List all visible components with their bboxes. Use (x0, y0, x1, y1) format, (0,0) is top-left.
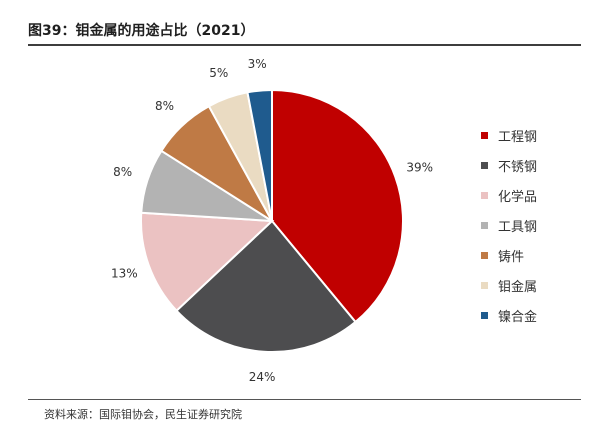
pie-slice-2 (140, 211, 275, 313)
slice-label-1: 24% (249, 370, 276, 384)
slice-label-3: 8% (113, 165, 132, 179)
title-divider (28, 44, 581, 46)
legend-swatch (481, 191, 488, 199)
legend-item-4: 铸件 (481, 240, 537, 270)
slice-label-2: 13% (111, 267, 138, 281)
legend-item-6: 镍合金 (481, 300, 537, 330)
slice-label-6: 3% (248, 57, 267, 71)
slice-label-0: 39% (406, 160, 433, 174)
legend-swatch (481, 251, 488, 259)
legend-swatch (481, 131, 488, 139)
footer-divider (28, 399, 581, 400)
pie-slice-1 (175, 219, 357, 353)
pie-slice-0 (271, 88, 404, 324)
legend-swatch (481, 221, 488, 229)
legend-label: 钼金属 (498, 279, 538, 295)
pie-slice-6 (246, 88, 273, 222)
legend-item-1: 不锈钢 (481, 150, 537, 180)
legend-item-3: 工具钢 (481, 210, 537, 240)
legend-item-2: 化学品 (481, 180, 537, 210)
legend-swatch (481, 161, 488, 169)
legend-label: 工具钢 (498, 219, 538, 235)
chart-legend: 工程钢不锈钢化学品工具钢铸件钼金属镍合金 (481, 120, 537, 330)
legend-item-0: 工程钢 (481, 120, 537, 150)
source-note: 资料来源：国际钼协会，民生证券研究院 (44, 408, 242, 421)
legend-label: 工程钢 (498, 129, 538, 145)
slice-label-5: 5% (209, 66, 228, 80)
legend-label: 不锈钢 (498, 159, 538, 175)
legend-label: 镍合金 (498, 309, 538, 325)
legend-label: 铸件 (498, 249, 525, 265)
legend-swatch (481, 281, 488, 289)
slice-label-4: 8% (155, 99, 174, 113)
legend-label: 化学品 (498, 189, 538, 205)
legend-item-5: 钼金属 (481, 270, 537, 300)
page-title: 图39：钼金属的用途占比（2021） (28, 23, 255, 39)
legend-swatch (481, 311, 488, 319)
